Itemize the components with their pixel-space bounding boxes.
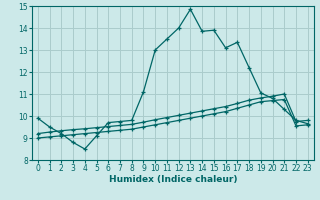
X-axis label: Humidex (Indice chaleur): Humidex (Indice chaleur)	[108, 175, 237, 184]
